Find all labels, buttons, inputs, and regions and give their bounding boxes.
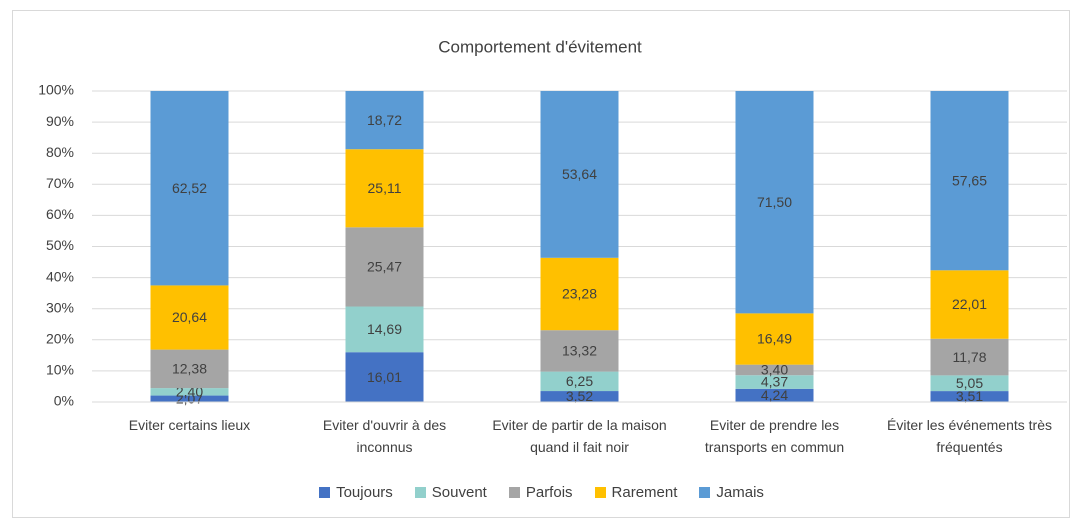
legend-item: Jamais bbox=[699, 484, 764, 501]
y-tick-label: 10% bbox=[46, 362, 74, 378]
data-label: 23,28 bbox=[562, 286, 597, 302]
bar-segment bbox=[735, 375, 814, 389]
legend: Toujours Souvent Parfois Rarement Jamais bbox=[0, 484, 1083, 501]
y-tick-label: 60% bbox=[46, 206, 74, 222]
bar-segment bbox=[150, 285, 229, 350]
bar-segment bbox=[735, 388, 814, 402]
data-label: 62,52 bbox=[172, 180, 207, 196]
bar-segment bbox=[150, 388, 229, 396]
bar-segment bbox=[930, 270, 1009, 339]
data-label: 14,69 bbox=[367, 321, 402, 337]
data-label: 3,51 bbox=[956, 388, 983, 404]
data-label: 4,37 bbox=[761, 374, 788, 390]
x-tick-label: Eviter certains lieux bbox=[128, 417, 251, 433]
data-label: 6,25 bbox=[566, 373, 593, 389]
data-label: 25,47 bbox=[367, 259, 402, 275]
legend-swatch bbox=[319, 487, 331, 498]
legend-label: Souvent bbox=[431, 484, 487, 501]
y-tick-label: 100% bbox=[38, 82, 74, 98]
y-tick-label: 80% bbox=[46, 144, 74, 160]
legend-swatch bbox=[414, 487, 426, 498]
data-label: 57,65 bbox=[952, 172, 987, 188]
bar-segment bbox=[345, 227, 424, 307]
data-label: 3,52 bbox=[566, 388, 593, 404]
legend-item: Rarement bbox=[594, 484, 678, 501]
bar-segment bbox=[345, 149, 424, 228]
legend-swatch bbox=[699, 487, 711, 498]
bar-segment bbox=[930, 375, 1009, 392]
bar-segment bbox=[345, 306, 424, 353]
legend-item: Toujours bbox=[319, 484, 393, 501]
data-label: 20,64 bbox=[172, 309, 207, 325]
legend-swatch bbox=[508, 487, 520, 498]
data-label: 12,38 bbox=[172, 361, 207, 377]
data-label: 53,64 bbox=[562, 166, 597, 182]
bar-segment bbox=[735, 91, 814, 314]
legend-item: Souvent bbox=[414, 484, 487, 501]
y-tick-label: 0% bbox=[54, 393, 74, 409]
bar-segment bbox=[735, 313, 814, 365]
data-label: 5,05 bbox=[956, 375, 983, 391]
data-label: 22,01 bbox=[952, 296, 987, 312]
bar-segment bbox=[540, 371, 619, 392]
bar-segment bbox=[150, 90, 229, 286]
legend-label: Rarement bbox=[611, 484, 678, 501]
bar-segment bbox=[540, 330, 619, 372]
legend-label: Jamais bbox=[716, 484, 764, 501]
x-tick-label: Eviter de partir de la maison quand il f… bbox=[492, 417, 667, 455]
data-label: 25,11 bbox=[368, 180, 402, 196]
bar-segment bbox=[540, 391, 619, 402]
y-tick-label: 50% bbox=[46, 237, 74, 253]
bar-segment bbox=[345, 91, 424, 150]
legend-swatch bbox=[594, 487, 606, 498]
y-tick-label: 20% bbox=[46, 331, 74, 347]
x-tick-label: Eviter d'ouvrir à des inconnus bbox=[322, 417, 447, 455]
data-label: 16,01 bbox=[367, 369, 402, 385]
chart-title: Comportement d'évitement bbox=[438, 37, 642, 56]
legend-label: Parfois bbox=[525, 484, 573, 501]
bar-segment bbox=[735, 364, 814, 376]
bar-segment bbox=[150, 349, 229, 389]
bar-segment bbox=[540, 90, 619, 258]
y-tick-label: 30% bbox=[46, 299, 74, 315]
bar-segment bbox=[150, 395, 229, 402]
data-label: 18,72 bbox=[367, 112, 402, 128]
y-tick-label: 70% bbox=[46, 175, 74, 191]
x-tick-label: Éviter les événements très fréquentés bbox=[887, 417, 1052, 455]
legend-item: Parfois bbox=[508, 484, 573, 501]
bar-segment bbox=[540, 257, 619, 331]
bar-segment bbox=[930, 338, 1009, 376]
bar-segment bbox=[930, 391, 1009, 402]
data-label: 16,49 bbox=[757, 331, 792, 347]
legend-label: Toujours bbox=[336, 484, 393, 501]
data-label: 71,50 bbox=[757, 194, 792, 210]
y-tick-label: 90% bbox=[46, 113, 74, 129]
data-label: 4,24 bbox=[761, 387, 788, 403]
chart-frame bbox=[12, 10, 1070, 518]
x-tick-label: Eviter de prendre les transports en comm… bbox=[704, 417, 845, 455]
data-label: 11,78 bbox=[953, 349, 987, 365]
y-tick-label: 40% bbox=[46, 268, 74, 284]
data-label: 13,32 bbox=[562, 343, 597, 359]
data-label: 3,40 bbox=[761, 362, 788, 378]
bar-segment bbox=[930, 91, 1009, 271]
bar-segment bbox=[345, 352, 424, 402]
